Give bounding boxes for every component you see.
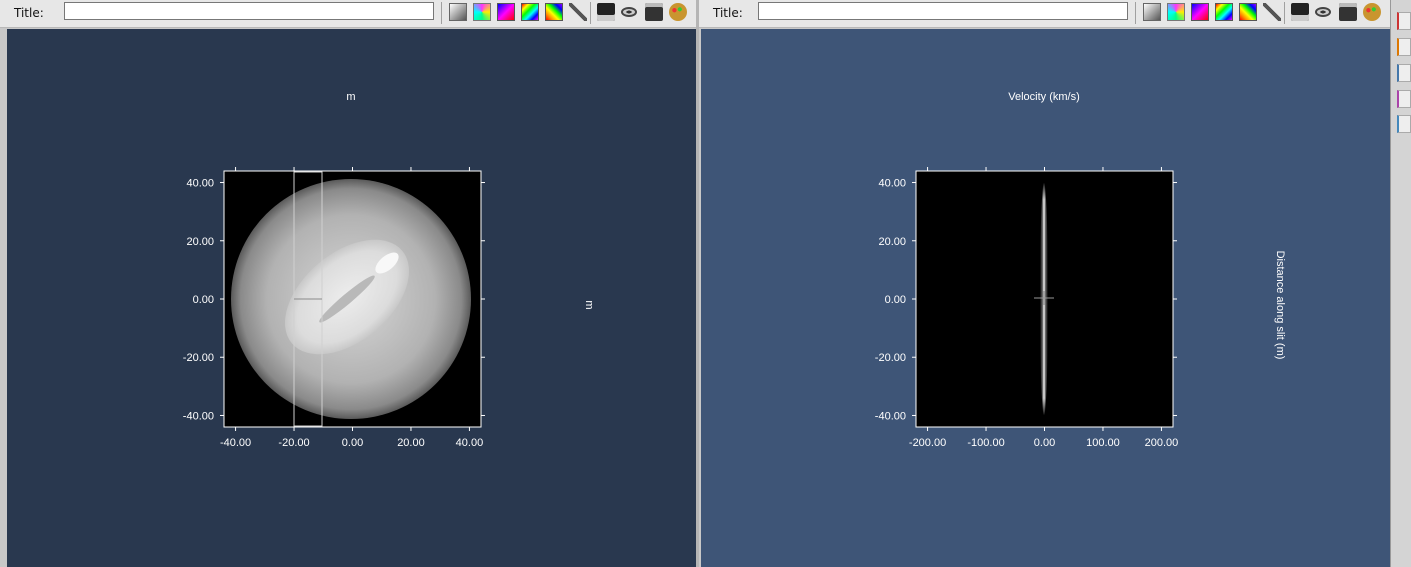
magenta-colormap-icon[interactable] — [497, 3, 515, 21]
y-tick-label: 0.00 — [193, 294, 214, 306]
toolbar-separator — [1135, 2, 1136, 24]
top-axis-label: m — [346, 91, 355, 103]
hsv-colormap-icon[interactable] — [1239, 3, 1257, 21]
rainbow-colormap-icon[interactable] — [1167, 3, 1185, 21]
rainbow-colormap-icon[interactable] — [473, 3, 491, 21]
title-input[interactable] — [758, 2, 1128, 20]
toolbar-separator — [441, 2, 442, 24]
x-tick-label: 0.00 — [1034, 437, 1055, 449]
save-icon[interactable] — [645, 3, 663, 21]
title-label: Title: — [14, 6, 44, 20]
side-button[interactable] — [1397, 12, 1411, 30]
y-tick-label: 40.00 — [186, 178, 214, 190]
x-tick-label: -200.00 — [909, 437, 946, 449]
wrench-icon[interactable] — [569, 3, 587, 21]
top-axis-label: Velocity (km/s) — [1008, 91, 1080, 103]
side-button[interactable] — [1397, 64, 1411, 82]
palette-icon[interactable] — [669, 3, 687, 21]
left-plot-area[interactable]: m m -40.00 -20.00 0.00 20.00 40.00 40.00 20.00… — [7, 29, 696, 567]
y-tick-label: 40.00 — [878, 178, 906, 190]
left-view-panel: Title: — [0, 0, 696, 567]
y-tick-label: -40.00 — [183, 410, 214, 422]
title-label: Title: — [713, 6, 743, 20]
y-tick-label: -20.00 — [875, 352, 906, 364]
right-plot-area[interactable]: Velocity (km/s) Distance along slit (m) … — [701, 29, 1390, 567]
right-toolbar: Title: — [699, 0, 1390, 28]
y-tick-label: 0.00 — [885, 294, 906, 306]
title-input[interactable] — [64, 2, 434, 20]
x-tick-label: 40.00 — [456, 437, 484, 449]
x-tick-label: -20.00 — [278, 437, 309, 449]
left-plot-svg[interactable]: m m -40.00 -20.00 0.00 20.00 40.00 40.00 20.00… — [7, 29, 696, 567]
x-tick-label: 20.00 — [397, 437, 425, 449]
save-icon[interactable] — [1339, 3, 1357, 21]
left-toolbar: Title: — [0, 0, 696, 28]
grayscale-colormap-icon[interactable] — [449, 3, 467, 21]
x-tick-label: 0.00 — [342, 437, 363, 449]
wrench-icon[interactable] — [1263, 3, 1281, 21]
x-tick-label: 200.00 — [1145, 437, 1179, 449]
spectrum-colormap-icon[interactable] — [521, 3, 539, 21]
magenta-colormap-icon[interactable] — [1191, 3, 1209, 21]
grayscale-colormap-icon[interactable] — [1143, 3, 1161, 21]
eye-icon[interactable] — [1315, 7, 1331, 17]
x-tick-label: -100.00 — [967, 437, 1004, 449]
right-plot-svg[interactable]: Velocity (km/s) Distance along slit (m) … — [701, 29, 1390, 567]
x-tick-label: -40.00 — [220, 437, 251, 449]
intensity-image — [231, 179, 471, 419]
side-button[interactable] — [1397, 90, 1411, 108]
hsv-colormap-icon[interactable] — [545, 3, 563, 21]
image-icon[interactable] — [597, 3, 615, 21]
x-tick-label: 100.00 — [1086, 437, 1120, 449]
y-tick-label: 20.00 — [878, 236, 906, 248]
y-tick-label: -20.00 — [183, 352, 214, 364]
toolbar-separator — [1284, 2, 1285, 24]
side-tool-strip — [1390, 0, 1411, 567]
right-view-panel: Title: — [699, 0, 1390, 567]
right-axis-label: m — [583, 300, 595, 309]
right-axis-label: Distance along slit (m) — [1274, 251, 1286, 360]
side-button[interactable] — [1397, 115, 1411, 133]
spectrum-colormap-icon[interactable] — [1215, 3, 1233, 21]
y-tick-label: -40.00 — [875, 410, 906, 422]
palette-icon[interactable] — [1363, 3, 1381, 21]
image-icon[interactable] — [1291, 3, 1309, 21]
side-button[interactable] — [1397, 38, 1411, 56]
eye-icon[interactable] — [621, 7, 637, 17]
toolbar-separator — [590, 2, 591, 24]
y-tick-label: 20.00 — [186, 236, 214, 248]
